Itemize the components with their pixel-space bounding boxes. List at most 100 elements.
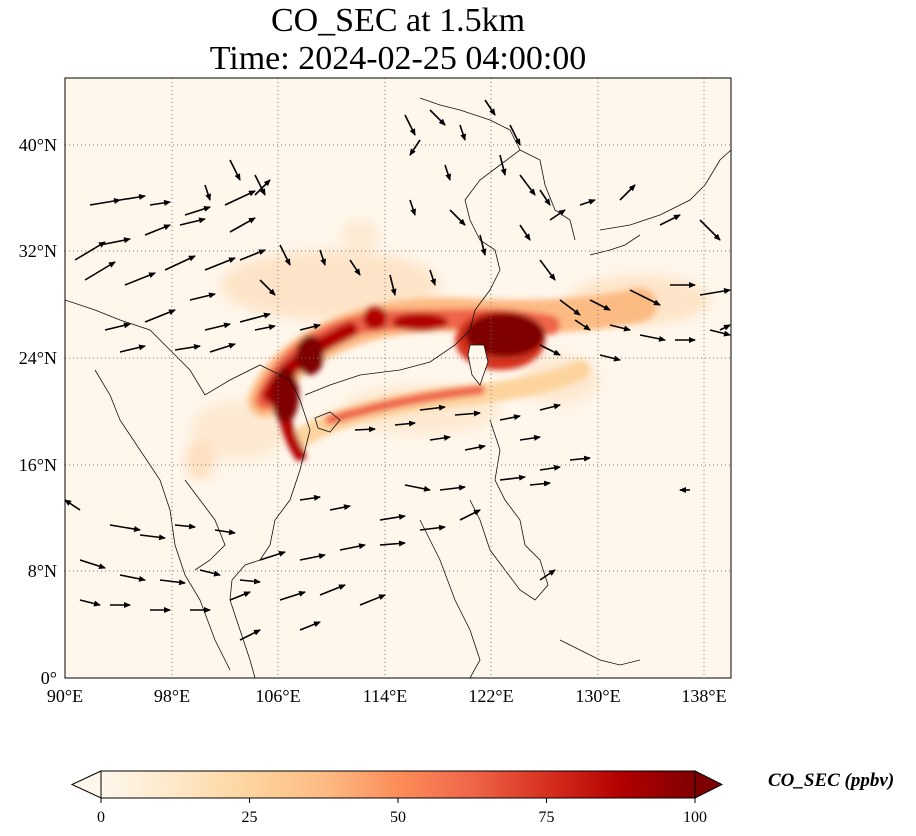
lat-tick-8: 8°N: [28, 561, 57, 581]
wind-arrow: [569, 455, 591, 462]
wind-arrow: [484, 99, 496, 116]
map-frame: [64, 77, 732, 679]
colorbar-tick-0: 0: [97, 809, 105, 826]
wind-arrow: [659, 214, 681, 226]
lat-tick-labels: 0° 8°N 16°N 24°N 32°N 40°N: [19, 135, 57, 688]
wind-arrow: [409, 199, 416, 216]
wind-arrow: [254, 179, 271, 196]
wind-arrow: [464, 444, 486, 451]
wind-arrow: [174, 523, 196, 530]
wind-arrow: [124, 272, 156, 286]
wind-arrow: [539, 464, 561, 471]
wind-arrow: [239, 578, 261, 585]
wind-arrow: [419, 524, 446, 531]
wind-arrow: [629, 289, 661, 306]
wind-arrow: [104, 322, 131, 331]
map-title-line2: Time: 2024-02-25 04:00:00: [209, 40, 587, 77]
wind-arrow: [279, 244, 291, 266]
wind-arrow: [279, 590, 306, 601]
wind-arrow: [259, 550, 286, 561]
wind-arrow: [164, 255, 196, 271]
wind-arrow: [429, 109, 446, 126]
wind-arrow: [184, 205, 211, 216]
colorbar-extend-min: [70, 770, 102, 799]
wind-arrow: [199, 569, 221, 577]
wind-arrow: [709, 329, 731, 337]
wind-arrow: [119, 574, 146, 582]
wind-arrow: [319, 249, 326, 266]
wind-arrow: [89, 198, 121, 206]
wind-arrow: [239, 629, 261, 641]
wind-arrow: [239, 312, 271, 323]
wind-arrow: [539, 403, 561, 411]
lon-tick-122: 122°E: [468, 686, 513, 706]
wind-arrow: [549, 209, 566, 221]
wind-arrow: [574, 319, 591, 331]
wind-arrow: [509, 124, 521, 146]
wind-arrow: [409, 139, 421, 156]
wind-arrow: [159, 579, 186, 586]
wind-arrow: [639, 334, 666, 342]
colorbar-tick-25: 25: [242, 809, 258, 826]
colorbar-label: CO_SEC (ppbv): [768, 770, 895, 791]
colorbar-tick-50: 50: [390, 809, 406, 826]
wind-arrow: [299, 553, 326, 561]
wind-arrow: [609, 324, 631, 332]
wind-arrow: [109, 524, 141, 532]
wind-arrow: [299, 494, 321, 501]
colorbar-extend-max: [694, 770, 724, 799]
wind-arrow: [359, 594, 386, 606]
wind-arrow: [404, 114, 416, 136]
wind-arrow: [454, 410, 481, 417]
wind-arrow: [429, 434, 451, 441]
wind-arrow: [229, 591, 251, 601]
wind-arrow: [429, 269, 436, 286]
wind-arrow: [459, 124, 466, 141]
gridlines: [65, 78, 731, 678]
wind-arrow: [479, 234, 487, 256]
lat-tick-0: 0°: [41, 668, 57, 688]
wind-arrow: [499, 414, 521, 421]
wind-arrow: [174, 343, 201, 351]
wind-arrow: [254, 174, 266, 196]
wind-arrow: [539, 259, 556, 281]
wind-arrow: [319, 584, 346, 596]
wind-arrow: [204, 184, 211, 201]
wind-arrow: [599, 354, 621, 362]
wind-arrow: [539, 569, 556, 581]
wind-arrow: [719, 324, 731, 331]
wind-arrow: [699, 288, 731, 296]
lat-tick-40: 40°N: [19, 135, 57, 155]
wind-arrow: [99, 237, 131, 246]
lon-tick-138: 138°E: [681, 686, 726, 706]
wind-arrow: [214, 529, 236, 536]
wind-arrow: [229, 217, 256, 233]
wind-arrow: [119, 344, 146, 353]
wind-arrow: [299, 621, 321, 631]
wind-arrow: [519, 224, 531, 241]
wind-arrow: [254, 324, 276, 331]
wind-arrow: [519, 434, 541, 441]
wind-arrow: [354, 426, 376, 433]
wind-arrow: [589, 299, 611, 311]
coastlines: [65, 97, 731, 678]
lon-tick-98: 98°E: [154, 686, 190, 706]
wind-arrow: [339, 543, 366, 551]
lon-tick-114: 114°E: [363, 686, 408, 706]
wind-arrow: [419, 404, 446, 411]
wind-arrow: [499, 474, 526, 481]
wind-arrow: [699, 219, 721, 241]
lon-tick-labels: 90°E 98°E 106°E 114°E 122°E 130°E 138°E: [47, 686, 727, 706]
wind-arrow: [539, 189, 551, 206]
wind-arrow: [444, 164, 451, 181]
wind-arrow: [79, 559, 106, 570]
wind-arrow: [394, 420, 416, 427]
wind-arrow: [139, 534, 166, 541]
wind-arrow: [119, 193, 146, 201]
wind-arrow: [84, 261, 116, 281]
lat-tick-16: 16°N: [19, 455, 57, 475]
wind-arrow: [619, 184, 636, 201]
wind-arrow: [459, 509, 481, 521]
wind-arrow: [349, 259, 361, 276]
